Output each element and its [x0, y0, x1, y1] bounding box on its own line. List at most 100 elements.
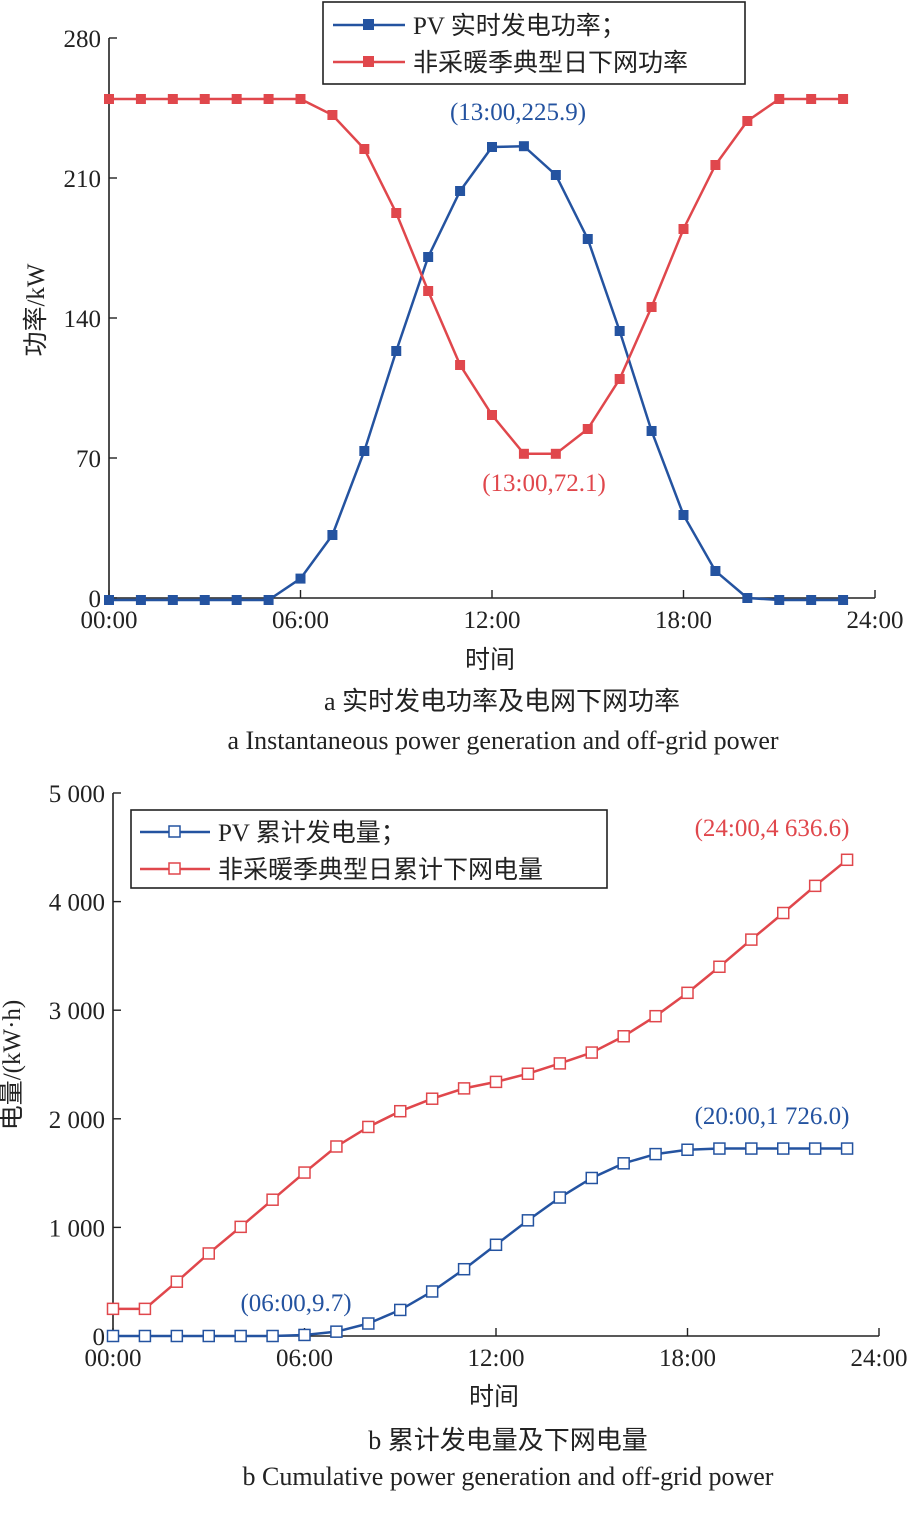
- chart-a-y-tick-label: 70: [76, 446, 101, 473]
- chart-b-point-pv: [298, 1328, 311, 1342]
- chart-a-x-tick-label: 00:00: [81, 607, 138, 634]
- chart-a-point-grid: [295, 94, 306, 104]
- chart-a-point-pv: [199, 595, 210, 605]
- chart-a-legend-pv-label: PV 实时发电功率；: [413, 12, 626, 40]
- chart-b-y-tick-label: 1 000: [49, 1215, 105, 1242]
- chart-a-legend: PV 实时发电功率； 非采暖季典型日下网功率: [322, 1, 746, 85]
- chart-b-point-pv: [138, 1329, 152, 1343]
- chart-a: 0 70 140 210 280 00:00 06:00 12:00 18:00 24:00 功率…: [22, 1, 903, 755]
- chart-a-point-pv: [391, 346, 402, 356]
- chart-b-point-pv: [649, 1147, 662, 1161]
- chart-a-legend-grid-label: 非采暖季典型日下网功率: [413, 49, 688, 77]
- chart-b-x-tick-label: 06:00: [276, 1345, 333, 1372]
- chart-b-point-grid: [840, 853, 854, 867]
- chart-a-point-pv: [263, 595, 274, 605]
- chart-b-caption-en: b Cumulative power generation and off-gr…: [243, 1462, 774, 1491]
- chart-a-legend-pv-marker: [363, 19, 374, 30]
- chart-b-y-tick-label: 4 000: [49, 890, 105, 917]
- chart-a-point-grid: [774, 94, 785, 104]
- chart-a-point-pv: [231, 595, 242, 605]
- chart-a-point-pv: [104, 595, 114, 605]
- chart-b-series-grid-line: [113, 858, 848, 1311]
- chart-a-y-tick-label: 140: [64, 306, 102, 333]
- chart-a-x-tick-label: 12:00: [464, 607, 521, 634]
- chart-a-point-grid: [104, 94, 114, 104]
- chart-b-point-pv: [521, 1214, 535, 1227]
- chart-b-legend-grid-marker: [168, 862, 181, 875]
- chart-b-x-tick-label: 00:00: [85, 1345, 142, 1372]
- chart-b-annotation-pv-start: (06:00,9.7): [240, 1290, 351, 1317]
- chart-a-point-pv: [487, 142, 497, 152]
- chart-a-legend-grid-marker: [363, 56, 374, 67]
- chart-b-point-pv: [808, 1142, 822, 1155]
- chart-b-point-pv: [394, 1303, 407, 1317]
- chart-b-point-grid: [298, 1166, 311, 1179]
- chart-b-annotation-pv-total: (20:00,1 726.0): [695, 1103, 850, 1130]
- chart-a-point-grid: [582, 424, 593, 434]
- chart-a-point-pv: [646, 426, 657, 436]
- chart-b-point-grid: [713, 960, 726, 974]
- chart-b-y-tick-label: 5 000: [49, 781, 105, 808]
- chart-b-ylabel: 电量/(kW·h): [0, 1000, 26, 1131]
- chart-a-point-grid: [135, 94, 146, 104]
- chart-a-point-pv: [614, 326, 625, 336]
- chart-a-point-grid: [838, 94, 849, 104]
- chart-a-point-grid: [710, 160, 721, 170]
- chart-a-point-pv: [710, 566, 721, 576]
- chart-a-point-grid: [231, 94, 242, 104]
- chart-a-point-pv: [550, 170, 561, 180]
- chart-a-point-grid: [678, 224, 689, 234]
- chart-b-point-grid: [489, 1075, 503, 1089]
- chart-a-x-tick-label: 06:00: [272, 607, 329, 634]
- chart-a-point-pv: [135, 595, 146, 605]
- chart-a-point-pv: [838, 595, 849, 605]
- chart-b-legend-box: [130, 809, 608, 889]
- chart-a-legend-box: [322, 1, 746, 85]
- chart-a-xlabel: 时间: [465, 646, 515, 674]
- chart-a-point-pv: [455, 186, 466, 196]
- chart-b-point-grid: [553, 1057, 567, 1070]
- chart-a-point-grid: [742, 116, 753, 126]
- chart-b-point-grid: [745, 933, 758, 946]
- chart-b-point-pv: [266, 1329, 279, 1343]
- chart-a-point-pv: [423, 252, 434, 262]
- chart-b-point-pv: [330, 1325, 343, 1338]
- chart-a-point-pv: [518, 141, 529, 152]
- chart-b-point-grid: [681, 986, 694, 1000]
- chart-b-x-tick-label: 18:00: [659, 1345, 716, 1372]
- chart-a-point-grid: [199, 94, 210, 104]
- chart-a-point-grid: [614, 374, 625, 384]
- chart-b-point-grid: [106, 1302, 120, 1316]
- chart-a-point-pv: [295, 573, 306, 584]
- chart-a-point-grid: [550, 448, 561, 459]
- chart-b-point-pv: [234, 1329, 247, 1343]
- chart-b-x-tick-label: 12:00: [468, 1345, 525, 1372]
- chart-a-point-pv: [806, 595, 817, 605]
- chart-a-point-grid: [455, 360, 466, 370]
- chart-a-point-grid: [518, 448, 529, 459]
- chart-a-annotation-grid-min: (13:00,72.1): [482, 470, 606, 497]
- chart-b-point-grid: [202, 1247, 215, 1260]
- chart-a-point-pv: [327, 530, 338, 540]
- chart-b-caption-cn: b 累计发电量及下网电量: [368, 1426, 648, 1455]
- chart-a-point-grid: [646, 302, 657, 312]
- chart-a-series-pv-line: [109, 144, 844, 602]
- chart-b-xlabel: 时间: [469, 1383, 519, 1411]
- chart-a-point-pv: [359, 446, 370, 456]
- chart-a-y-tick-label: 210: [64, 166, 102, 193]
- chart-b-annotation-grid-total: (24:00,4 636.6): [695, 815, 850, 842]
- chart-b-point-grid: [425, 1092, 439, 1105]
- chart-b-point-grid: [585, 1046, 598, 1059]
- chart-b-point-grid: [170, 1275, 184, 1288]
- chart-b-point-pv: [585, 1171, 598, 1185]
- chart-b-point-grid: [649, 1009, 662, 1023]
- chart-b-point-pv: [713, 1142, 726, 1155]
- chart-a-point-pv: [167, 595, 178, 605]
- chart-b-point-pv: [489, 1238, 503, 1252]
- chart-b: 0 1 000 2 000 3 000 4 000 5 000 00:00 06:00 12:0…: [0, 781, 907, 1491]
- chart-b-point-grid: [617, 1030, 630, 1043]
- chart-a-point-pv: [582, 234, 593, 244]
- chart-a-caption-en: a Instantaneous power generation and off…: [227, 726, 778, 755]
- chart-b-point-pv: [106, 1329, 120, 1343]
